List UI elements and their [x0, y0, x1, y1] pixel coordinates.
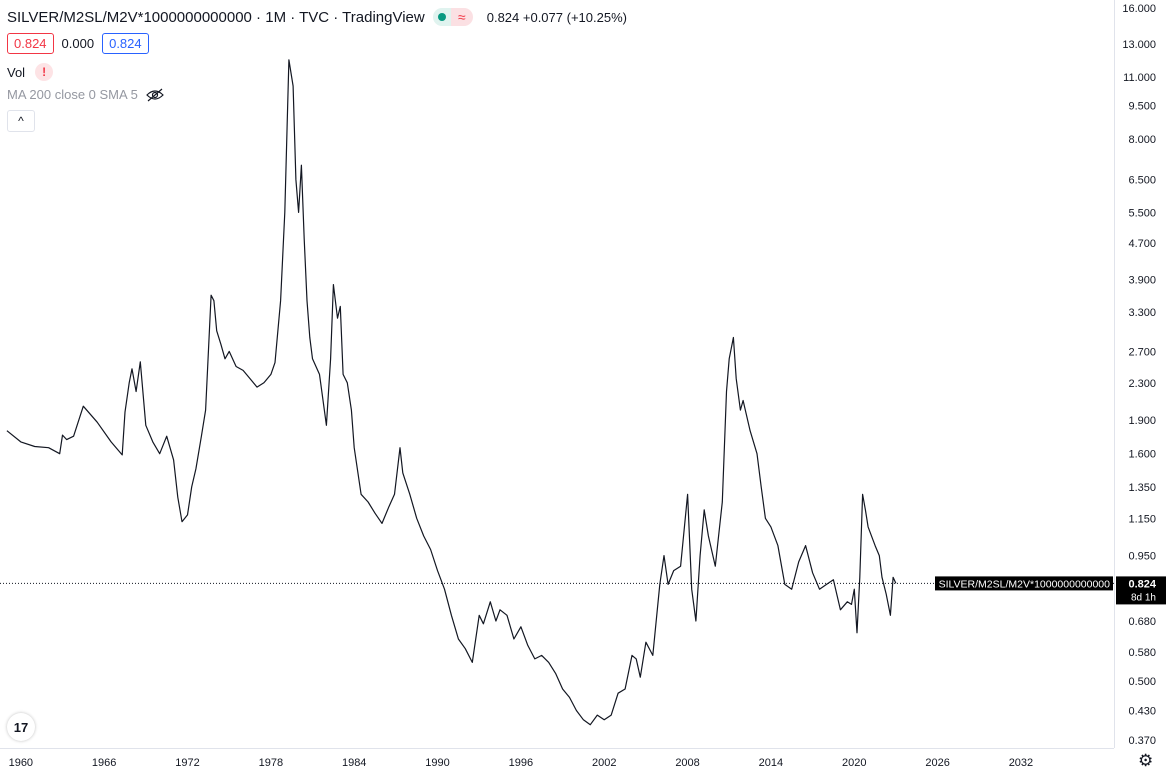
y-tick-label: 1.150	[1128, 513, 1156, 525]
y-tick-label: 6.500	[1128, 175, 1156, 187]
x-tick-label: 2020	[842, 757, 866, 769]
y-tick-label: 3.900	[1128, 275, 1156, 287]
y-tick-label: 9.500	[1128, 101, 1156, 113]
sell-price-box[interactable]: 0.824	[7, 33, 54, 54]
y-tick-label: 0.430	[1128, 706, 1156, 718]
symbol-price-label: SILVER/M2SL/M2V*1000000000000	[939, 578, 1111, 590]
countdown-value: 8d 1h	[1131, 592, 1156, 603]
ma-label: MA 200 close 0 SMA 5	[7, 87, 138, 102]
last-price-value: 0.824	[1128, 578, 1156, 590]
y-tick-label: 13.000	[1122, 39, 1156, 51]
x-tick-label: 2026	[925, 757, 949, 769]
spread-value: 0.000	[61, 36, 95, 51]
price-boxes: 0.824 0.000 0.824	[7, 33, 149, 54]
price-axis[interactable]: 16.000 13.000 11.000 9.500 8.000 6.500 5.500 4.…	[1114, 0, 1167, 748]
y-tick-label: 1.600	[1128, 449, 1156, 461]
symbol-price-label-bg	[935, 576, 1113, 591]
y-tick-label: 0.500	[1128, 676, 1156, 688]
y-tick-label: 5.500	[1128, 207, 1156, 219]
y-tick-label: 0.370	[1128, 735, 1156, 747]
y-tick-label: 0.950	[1128, 551, 1156, 563]
y-tick-label: 11.000	[1123, 72, 1156, 84]
y-tick-label: 1.900	[1128, 415, 1156, 427]
settings-gear-icon[interactable]: ⚙	[1138, 751, 1154, 770]
x-tick-label: 2032	[1009, 757, 1033, 769]
x-tick-label: 1972	[175, 757, 199, 769]
x-tick-label: 2008	[675, 757, 699, 769]
x-tick-label: 1978	[259, 757, 283, 769]
y-tick-label: 2.300	[1128, 378, 1156, 390]
y-tick-label: 2.700	[1128, 346, 1156, 358]
volume-indicator[interactable]: Vol !	[7, 63, 54, 81]
y-tick-label: 16.000	[1122, 3, 1156, 15]
tradingview-logo[interactable]: 17	[7, 713, 35, 741]
chart-header: SILVER/M2SL/M2V*1000000000000 · 1M · TVC…	[7, 6, 627, 28]
x-tick-label: 1966	[92, 757, 116, 769]
eye-hidden-icon[interactable]	[145, 88, 164, 102]
wave-icon[interactable]: ≈	[450, 8, 473, 26]
y-tick-label: 1.350	[1128, 482, 1156, 494]
symbol-title[interactable]: SILVER/M2SL/M2V*1000000000000 · 1M · TVC…	[7, 8, 425, 26]
y-tick-label: 4.700	[1128, 238, 1156, 250]
warning-icon[interactable]: !	[35, 63, 54, 81]
x-tick-label: 1990	[425, 757, 449, 769]
x-tick-label: 1960	[9, 757, 33, 769]
collapse-legend-button[interactable]: ^	[7, 110, 35, 132]
volume-label: Vol	[7, 64, 26, 80]
y-tick-label: 8.000	[1128, 134, 1156, 146]
price-change-readout: 0.824 +0.077 (+10.25%)	[486, 9, 627, 25]
buy-price-box[interactable]: 0.824	[102, 33, 149, 54]
time-axis[interactable]: 1960 1966 1972 1978 1984 1990 1996 2002 2008 2014…	[0, 748, 1114, 770]
y-tick-label: 0.680	[1128, 616, 1156, 628]
y-tick-label: 0.580	[1128, 647, 1156, 659]
last-price-badge	[1116, 576, 1166, 605]
ma-indicator[interactable]: MA 200 close 0 SMA 5	[7, 87, 164, 102]
x-tick-label: 1984	[342, 757, 366, 769]
plot-layer: SILVER/M2SL/M2V*1000000000000	[0, 59, 1114, 726]
x-tick-label: 2014	[759, 757, 783, 769]
x-tick-label: 2002	[592, 757, 616, 769]
x-tick-label: 1996	[509, 757, 533, 769]
status-dot-icon[interactable]	[432, 8, 451, 26]
y-tick-label: 3.300	[1128, 307, 1156, 319]
series-line[interactable]	[6, 59, 897, 726]
